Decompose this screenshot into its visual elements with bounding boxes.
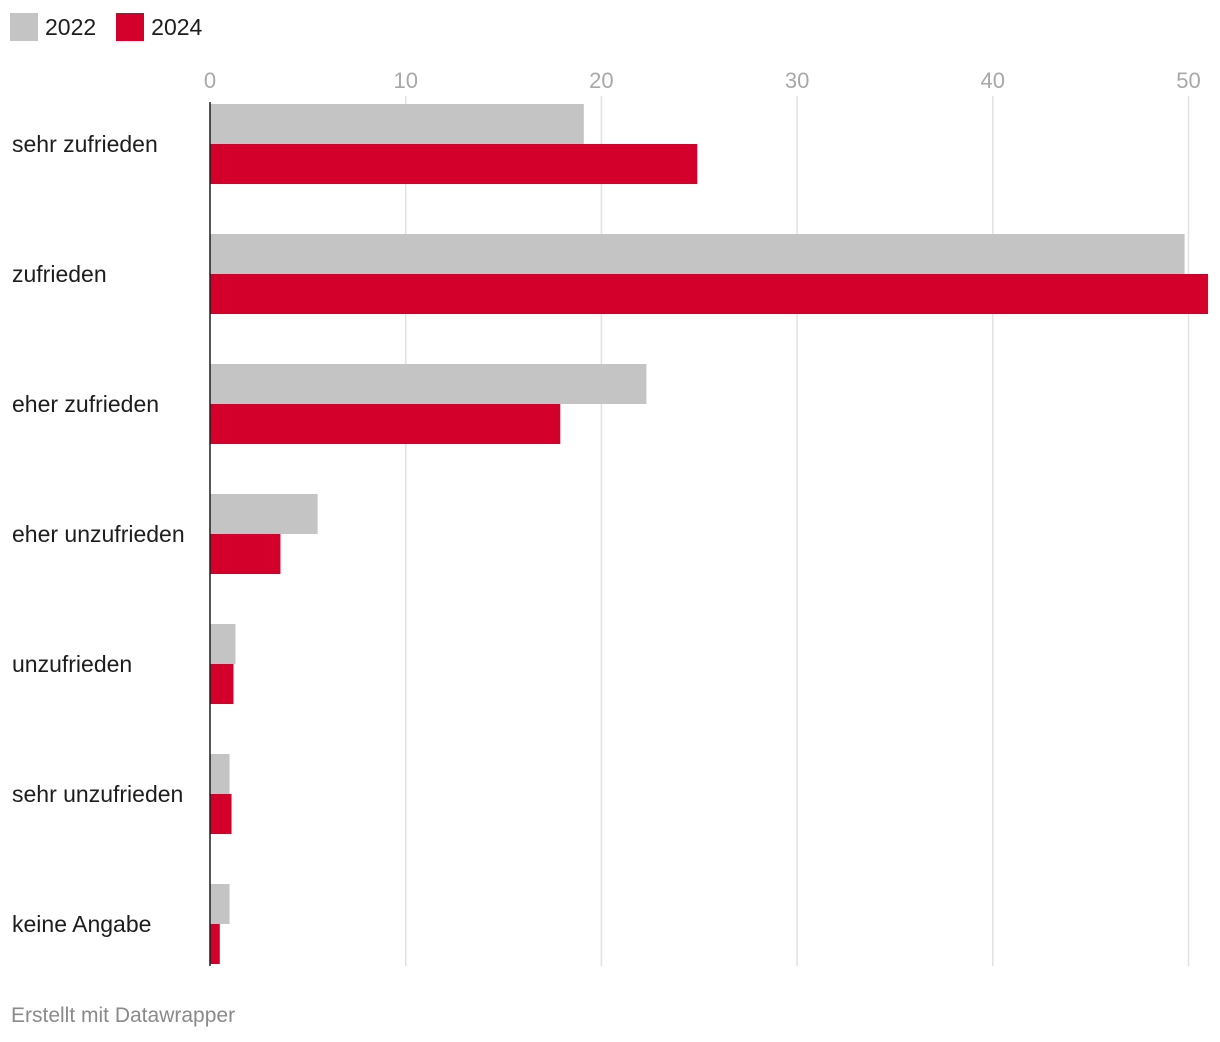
bar-chart: 0 10 20 30 40 50 sehr zufrieden zufrieden eher z… [12,68,1209,966]
bar-2022 [210,624,236,664]
category-label: eher zufrieden [12,391,159,417]
x-tick-label: 40 [981,68,1005,93]
bar-2022 [210,104,584,144]
x-tick-label: 20 [589,68,613,93]
legend-label: 2024 [151,13,203,40]
bar-2022 [210,884,230,924]
credit-text: Erstellt mit Datawrapper [11,1004,236,1027]
bar-2024 [210,404,561,444]
x-tick-label: 0 [204,68,216,93]
bar-2024 [210,274,1209,314]
bar-2024 [210,534,281,574]
bar-2024 [210,924,220,964]
legend-swatch [116,13,145,41]
category-label: keine Angabe [12,911,151,937]
bar-2024 [210,144,698,184]
bar-2022 [210,494,318,534]
legend-swatch [10,13,38,41]
category-label: sehr unzufrieden [12,781,183,807]
chart-legend: 2022 2024 [10,12,222,42]
category-label: eher unzufrieden [12,521,185,547]
category-label: zufrieden [12,261,107,287]
x-tick-label: 30 [785,68,809,93]
bar-2022 [210,754,230,794]
legend-item-2024: 2024 [116,13,202,41]
bar-2024 [210,794,232,834]
legend-label: 2022 [45,13,97,40]
x-tick-label: 50 [1176,68,1200,93]
bar-2022 [210,234,1185,274]
category-label: sehr zufrieden [12,131,158,157]
x-tick-label: 10 [393,68,417,93]
bar-2022 [210,364,647,404]
legend-item-2022: 2022 [10,13,96,41]
bar-2024 [210,664,234,704]
category-label: unzufrieden [12,651,132,677]
